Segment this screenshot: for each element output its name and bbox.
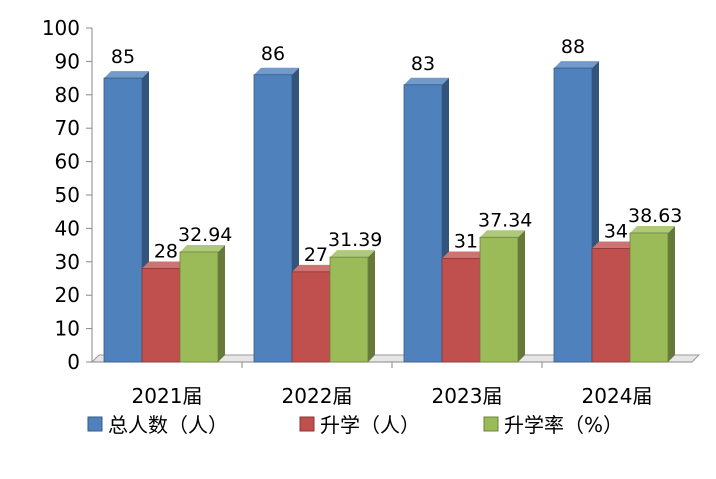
bar-top bbox=[480, 230, 525, 238]
y-tick-label: 30 bbox=[55, 250, 80, 274]
legend-label: 总人数（人） bbox=[108, 413, 228, 437]
y-tick-label: 80 bbox=[55, 83, 80, 107]
bar bbox=[179, 251, 219, 363]
bar-side bbox=[218, 244, 225, 362]
x-tick-label: 2024届 bbox=[582, 384, 653, 408]
bar bbox=[479, 236, 519, 363]
y-tick-label: 90 bbox=[55, 49, 80, 73]
bar-top bbox=[630, 225, 675, 233]
bar bbox=[441, 258, 481, 363]
y-tick-label: 0 bbox=[67, 350, 80, 374]
bar-top bbox=[254, 67, 299, 75]
data-label: 83 bbox=[411, 53, 435, 75]
y-tick-label: 100 bbox=[42, 16, 80, 40]
bar-top bbox=[554, 61, 599, 69]
bar bbox=[591, 248, 631, 363]
bar-top bbox=[330, 250, 375, 258]
legend-swatch bbox=[299, 416, 315, 432]
y-tick-label: 70 bbox=[55, 116, 80, 140]
bar-side bbox=[368, 250, 375, 362]
data-label: 88 bbox=[561, 36, 585, 58]
x-tick-label: 2023届 bbox=[432, 384, 503, 408]
bar bbox=[253, 74, 293, 363]
bar-side bbox=[668, 225, 675, 362]
y-tick-label: 40 bbox=[55, 216, 80, 240]
data-label: 31 bbox=[454, 230, 478, 252]
bar-top bbox=[292, 264, 337, 272]
y-tick-label: 60 bbox=[55, 150, 80, 174]
bar bbox=[329, 256, 369, 363]
data-label: 28 bbox=[154, 240, 178, 262]
data-label: 34 bbox=[604, 220, 628, 242]
y-tick-label: 50 bbox=[55, 183, 80, 207]
legend-swatch bbox=[87, 416, 103, 432]
bar-top bbox=[404, 77, 449, 85]
bar bbox=[629, 232, 669, 363]
legend-label: 升学率（%） bbox=[504, 413, 623, 437]
x-tick-label: 2022届 bbox=[282, 384, 353, 408]
bar bbox=[141, 268, 181, 363]
data-label: 32.94 bbox=[178, 224, 232, 246]
data-label: 31.39 bbox=[328, 229, 382, 251]
data-label: 37.34 bbox=[478, 209, 532, 231]
bar-top bbox=[104, 71, 149, 79]
x-tick-label: 2021届 bbox=[132, 384, 203, 408]
bar-top bbox=[442, 251, 487, 259]
bar bbox=[291, 271, 331, 363]
data-label: 38.63 bbox=[628, 205, 682, 227]
bar bbox=[553, 67, 593, 363]
bar-top bbox=[180, 244, 225, 252]
legend-label: 升学（人） bbox=[320, 413, 420, 437]
bar-side bbox=[518, 230, 525, 362]
bar-top bbox=[142, 261, 187, 269]
y-tick-label: 10 bbox=[55, 317, 80, 341]
legend-swatch bbox=[483, 416, 499, 432]
data-label: 86 bbox=[261, 43, 285, 65]
bar bbox=[403, 84, 443, 363]
bar bbox=[103, 77, 143, 363]
bar-top bbox=[592, 241, 637, 249]
data-label: 27 bbox=[304, 244, 328, 266]
data-label: 85 bbox=[111, 46, 135, 68]
y-tick-label: 20 bbox=[55, 283, 80, 307]
